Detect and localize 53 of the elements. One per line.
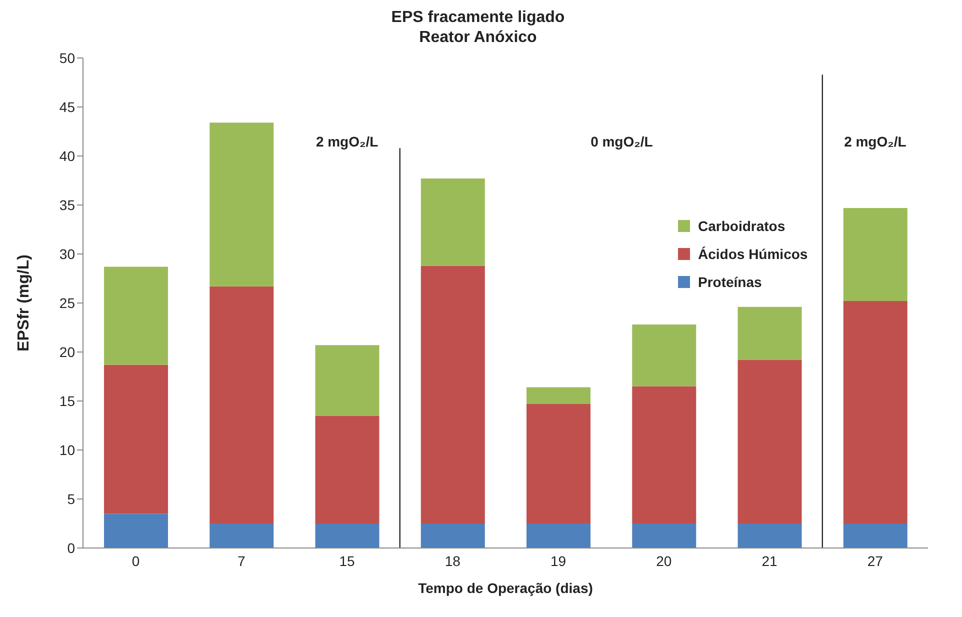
bar bbox=[738, 360, 802, 524]
bar bbox=[738, 524, 802, 548]
bar bbox=[315, 345, 380, 416]
y-tick-label: 45 bbox=[59, 98, 76, 115]
bar bbox=[632, 324, 696, 386]
y-tick-label: 40 bbox=[59, 148, 76, 164]
bar bbox=[526, 387, 590, 404]
x-tick-label: 7 bbox=[238, 552, 246, 569]
bar bbox=[420, 266, 485, 524]
y-tick-label: 5 bbox=[67, 490, 76, 507]
y-tick-label: 35 bbox=[59, 196, 76, 213]
legend-label: Carboidratos bbox=[697, 218, 786, 234]
bar bbox=[315, 524, 380, 548]
x-tick-label: 15 bbox=[339, 552, 356, 569]
bar bbox=[526, 524, 590, 548]
chart-title: EPS fracamente ligado bbox=[390, 8, 566, 28]
x-axis-title: Tempo de Operação (dias) bbox=[418, 580, 593, 596]
bar bbox=[632, 386, 696, 524]
y-tick-label: 30 bbox=[59, 246, 76, 262]
x-tick-label: 19 bbox=[550, 552, 566, 569]
bar bbox=[104, 364, 168, 514]
y-axis-title: EPSfr (mg/L) bbox=[16, 254, 33, 352]
bar bbox=[632, 524, 696, 548]
y-tick-label: 50 bbox=[59, 50, 76, 66]
y-tick-label: 10 bbox=[59, 442, 76, 458]
annotation: 2 mgO₂/L bbox=[316, 133, 379, 150]
bar bbox=[104, 514, 168, 548]
bar bbox=[843, 301, 908, 524]
x-tick-label: 18 bbox=[444, 552, 461, 569]
legend-label: Ácidos Húmicos bbox=[697, 246, 808, 262]
annotation: 0 mgO₂/L bbox=[590, 133, 654, 150]
x-tick-label: 0 bbox=[132, 552, 140, 569]
y-tick-label: 20 bbox=[59, 344, 76, 360]
annotation: 2 mgO₂/L bbox=[844, 133, 907, 150]
bar bbox=[420, 524, 485, 548]
chart-subtitle: Reator Anóxico bbox=[418, 28, 538, 48]
x-tick-label: 27 bbox=[867, 552, 884, 569]
bar bbox=[420, 178, 485, 266]
bar bbox=[843, 208, 908, 302]
bar bbox=[526, 404, 590, 524]
bar bbox=[210, 122, 274, 286]
bar bbox=[738, 306, 802, 360]
bar bbox=[843, 524, 908, 548]
x-tick-label: 20 bbox=[656, 552, 672, 569]
bar bbox=[104, 266, 168, 365]
x-tick-label: 21 bbox=[762, 552, 778, 569]
bar bbox=[210, 524, 274, 548]
y-tick-label: 15 bbox=[59, 392, 76, 409]
y-tick-label: 25 bbox=[59, 294, 76, 311]
legend-label: Proteínas bbox=[697, 274, 763, 290]
bar bbox=[210, 286, 274, 524]
y-tick-label: 0 bbox=[67, 540, 76, 556]
bar bbox=[315, 416, 380, 524]
